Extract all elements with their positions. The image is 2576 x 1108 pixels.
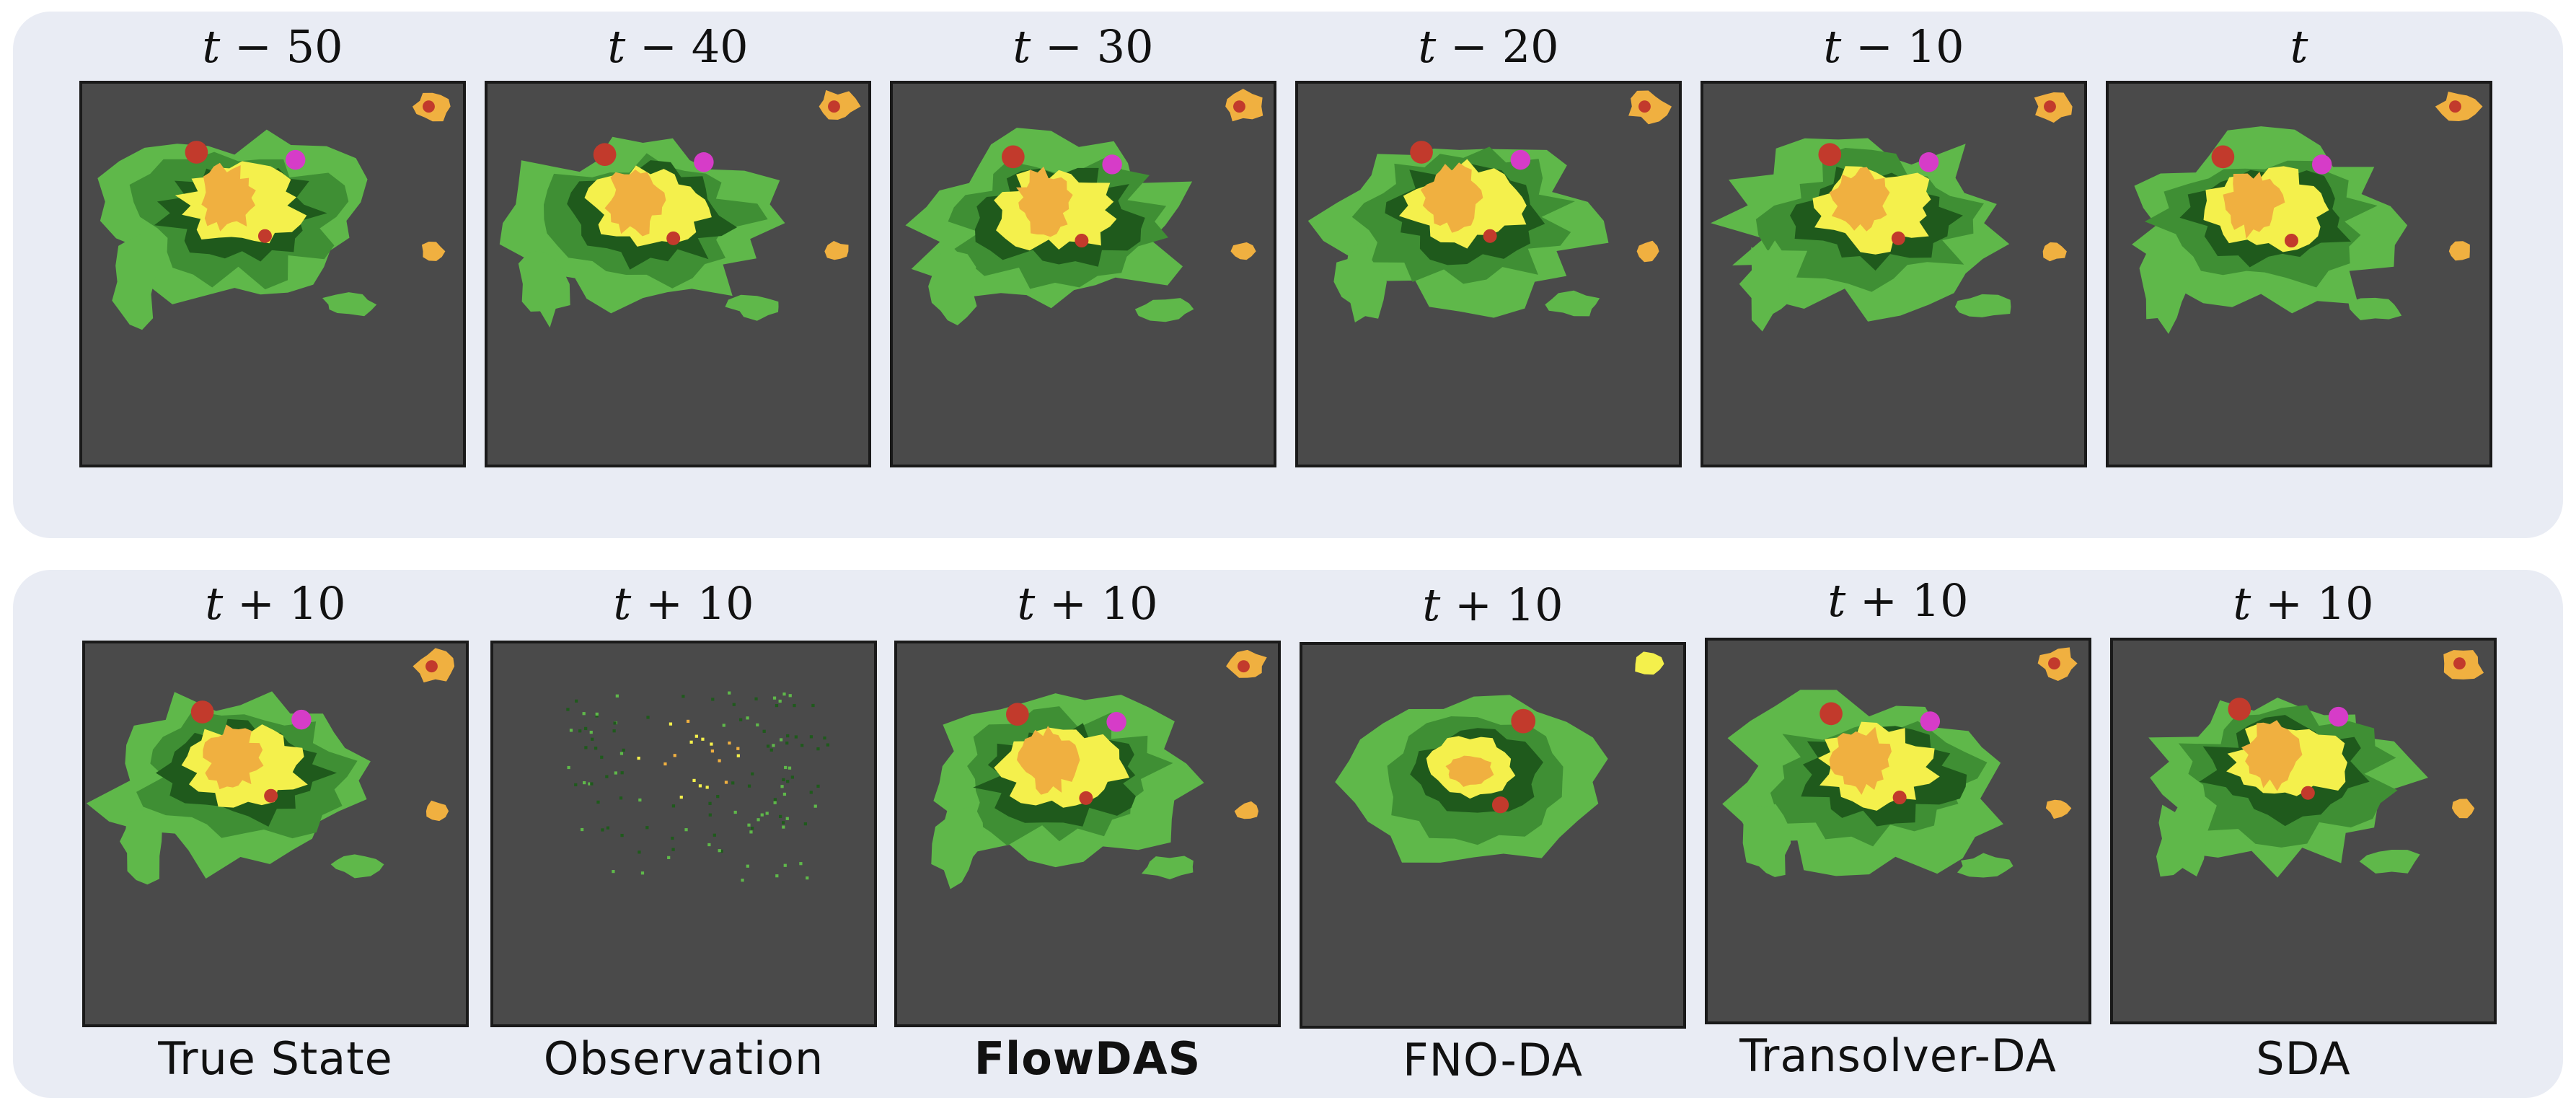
radar-image — [2113, 641, 2494, 1021]
method-label-observation: Observation — [543, 1032, 824, 1085]
radar-image — [488, 84, 868, 465]
radar-image — [85, 643, 466, 1024]
radar-image — [1302, 645, 1683, 1026]
time-label: t − 10 — [1823, 20, 1964, 73]
radar-image — [1703, 84, 2084, 465]
radar-frame-t-minus-10 — [1701, 81, 2087, 467]
radar-frame-flowdas — [894, 641, 1281, 1027]
time-label: t + 10 — [1827, 574, 1969, 627]
radar-image — [1708, 641, 2088, 1021]
radar-image — [1298, 84, 1679, 465]
radar-frame-fno-da — [1300, 642, 1686, 1029]
radar-frame-t-minus-20 — [1295, 81, 1682, 467]
method-label-flowdas: FlowDAS — [974, 1032, 1201, 1085]
time-label: t + 10 — [2233, 577, 2374, 630]
time-label: t − 20 — [1418, 20, 1559, 73]
radar-image — [893, 84, 1274, 465]
time-label: t + 10 — [1422, 579, 1563, 631]
radar-frame-t-minus-30 — [890, 81, 1276, 467]
radar-frame-observation — [490, 641, 877, 1027]
radar-frame-t-minus-40 — [485, 81, 871, 467]
radar-image — [2109, 84, 2489, 465]
radar-frame-transolver-da — [1705, 638, 2091, 1024]
time-label: t − 30 — [1013, 20, 1154, 73]
method-label-fno-da: FNO-DA — [1402, 1034, 1583, 1086]
method-label-transolver-da: Transolver-DA — [1739, 1029, 2057, 1082]
radar-frame-true-state — [82, 641, 469, 1027]
radar-image — [82, 84, 463, 465]
time-label: t — [2290, 20, 2308, 73]
radar-frame-sda — [2110, 638, 2497, 1024]
method-label-sda: SDA — [2256, 1032, 2351, 1085]
time-label: t − 50 — [202, 20, 343, 73]
radar-image — [493, 643, 874, 1024]
radar-image — [897, 643, 1278, 1024]
radar-frame-t-minus-50 — [79, 81, 466, 467]
time-label: t − 40 — [607, 20, 749, 73]
radar-frame-t — [2106, 81, 2492, 467]
time-label: t + 10 — [613, 577, 754, 630]
time-label: t + 10 — [205, 577, 346, 630]
time-label: t + 10 — [1017, 577, 1158, 630]
method-label-true-state: True State — [158, 1032, 393, 1085]
